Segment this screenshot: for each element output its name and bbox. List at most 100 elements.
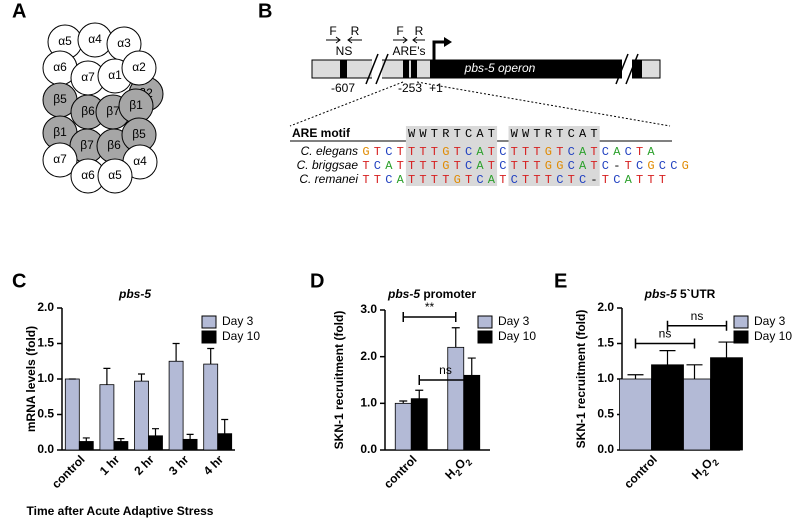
subunit-label: α2 <box>132 60 146 74</box>
bar <box>710 357 743 451</box>
panel-label: C <box>12 270 26 292</box>
species: C. remanei <box>299 172 358 186</box>
y-tick-label: 0.5 <box>597 407 614 421</box>
position: +1 <box>429 81 443 95</box>
subunit-label: β5 <box>132 127 146 141</box>
error-bar <box>186 433 194 440</box>
error-bar <box>686 364 703 379</box>
subunit-label: α4 <box>133 154 147 168</box>
subunit-label: α6 <box>81 168 95 182</box>
subunit-label: β7 <box>80 138 94 152</box>
subunit <box>121 50 157 86</box>
bar <box>168 360 184 451</box>
primer: F <box>329 24 336 38</box>
annotation: ns <box>691 309 704 323</box>
x-tick-label: 1 hr <box>97 452 123 478</box>
position: -607 <box>331 81 355 95</box>
error-bar <box>117 438 125 442</box>
gene-schematic <box>289 36 672 142</box>
y-tick-label: 3.0 <box>360 302 377 316</box>
error-bar <box>415 389 424 399</box>
subunit <box>97 158 133 194</box>
bar <box>463 374 481 451</box>
region: NS <box>336 44 353 58</box>
panel-label: E <box>554 270 567 292</box>
error-bar <box>221 418 229 434</box>
bar <box>148 435 163 451</box>
legend-label: Day 10 <box>498 329 536 343</box>
bar <box>99 384 115 451</box>
annotation: ns <box>659 327 672 341</box>
legend-label: Day 3 <box>498 314 530 328</box>
y-tick-label: 2.0 <box>360 349 377 363</box>
y-tick-label: 1.5 <box>37 336 54 350</box>
panel-label: D <box>310 270 324 292</box>
subunit-label: β1 <box>129 98 143 112</box>
x-tick-label: 2 hr <box>131 452 157 478</box>
legend-swatch <box>477 315 493 329</box>
x-tick-label: control <box>381 452 420 491</box>
subunit-label: α3 <box>117 36 131 50</box>
legend-swatch <box>733 315 749 329</box>
motif-box <box>405 126 498 186</box>
y-axis-label: SKN-1 recruitment (fold) <box>574 310 588 449</box>
y-tick-label: 0.5 <box>37 407 54 421</box>
x-tick-label: 3 hr <box>166 452 192 478</box>
x-tick-label: control <box>621 452 660 491</box>
subunit-label: α7 <box>53 152 67 166</box>
bar <box>134 380 149 451</box>
bracket <box>418 375 473 385</box>
bar <box>203 363 219 451</box>
annotation: * <box>208 336 213 350</box>
bracket <box>402 312 457 322</box>
species: C. elegans <box>301 144 358 158</box>
subunit-label: β5 <box>53 92 67 106</box>
panel-label: A <box>12 0 26 22</box>
legend-swatch <box>477 330 493 344</box>
x-tick-label: H2O2 <box>689 452 721 484</box>
error-bar <box>627 374 644 379</box>
error-bar <box>451 327 460 348</box>
bar <box>410 398 428 451</box>
legend-label: Day 10 <box>222 329 260 343</box>
error-bar <box>399 400 408 404</box>
y-tick-label: 1.0 <box>37 371 54 385</box>
legend-swatch <box>201 315 217 329</box>
species: C. briggsae <box>297 158 359 172</box>
subunit-label: α1 <box>108 68 122 82</box>
y-tick-label: 2.0 <box>37 300 54 314</box>
bar <box>217 433 233 451</box>
subunit-label: β6 <box>107 138 121 152</box>
motif-title: ARE motif <box>292 126 351 140</box>
y-tick-label: 0.0 <box>37 442 54 456</box>
bar <box>394 402 412 451</box>
y-tick-label: 1.0 <box>597 371 614 385</box>
legend-swatch <box>201 330 217 344</box>
primer: R <box>351 24 360 38</box>
error-bar <box>467 357 476 376</box>
error-bar <box>172 342 180 362</box>
subunit-label: α5 <box>58 34 72 48</box>
error-bar <box>138 373 145 382</box>
y-tick-label: 1.0 <box>360 396 377 410</box>
x-axis-label: Time after Acute Adaptive Stress <box>27 504 214 518</box>
subunit-label: α7 <box>81 70 95 84</box>
legend-swatch <box>733 330 749 344</box>
error-bar <box>718 341 735 358</box>
bar <box>78 441 94 451</box>
bracket <box>666 320 728 331</box>
motif-box <box>508 126 600 186</box>
bar <box>64 378 80 451</box>
error-bar <box>207 347 215 365</box>
error-bar <box>103 367 111 385</box>
subunit-label: β1 <box>53 125 67 139</box>
legend-label: Day 10 <box>754 329 792 343</box>
region: ARE's <box>393 44 426 58</box>
y-tick-label: 1.5 <box>597 336 614 350</box>
chart-title: pbs-5 promoter <box>387 287 476 301</box>
